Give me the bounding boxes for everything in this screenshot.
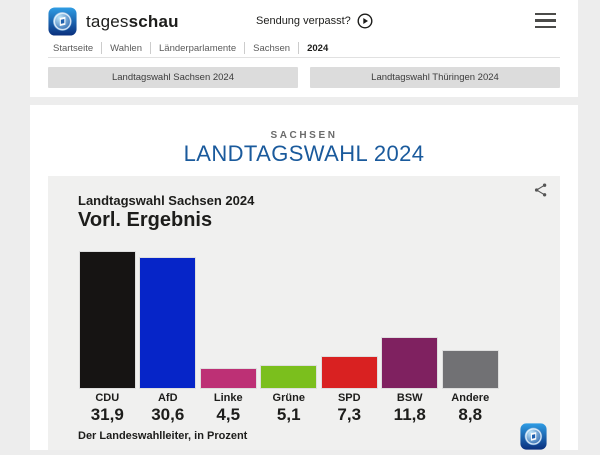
bar-zone <box>199 248 257 389</box>
bar-label-cdu: CDU <box>95 392 120 404</box>
bar-label-andere: Andere <box>451 392 490 404</box>
brand-bold: schau <box>128 12 179 31</box>
share-icon[interactable] <box>533 182 549 198</box>
bar-value-linke: 4,5 <box>216 405 241 424</box>
bar-value-cdu: 31,9 <box>90 405 124 424</box>
tagesschau-badge-icon <box>520 423 547 450</box>
bar-slot-spd: SPD 7,3 <box>319 248 380 423</box>
bar-value-grüne: 5,1 <box>276 405 301 424</box>
bar-slot-cdu: CDU 31,9 <box>77 248 138 423</box>
main-content: SACHSEN LANDTAGSWAHL 2024 Landtagswahl S… <box>30 105 578 450</box>
brand-regular: tages <box>86 12 129 31</box>
bar-zone <box>381 248 439 389</box>
breadcrumb-item-sachsen[interactable]: Sachsen <box>253 42 291 54</box>
breadcrumb-item-startseite[interactable]: Startseite <box>53 42 94 54</box>
bar-label-bsw: BSW <box>396 392 423 404</box>
button-landtagswahl-thueringen[interactable]: Landtagswahl Thüringen 2024 <box>310 67 560 88</box>
button-landtagswahl-sachsen[interactable]: Landtagswahl Sachsen 2024 <box>48 67 298 88</box>
bar-value-bsw: 11,8 <box>393 405 426 424</box>
bar-value-andere: 8,8 <box>458 405 483 424</box>
quick-links-bar: Landtagswahl Sachsen 2024 Landtagswahl T… <box>30 63 578 97</box>
tagesschau-logo-badge <box>520 423 547 450</box>
sendung-verpasst-label: Sendung verpasst? <box>256 15 351 27</box>
sendung-verpasst-link[interactable]: Sendung verpasst? <box>256 11 373 31</box>
chart-source: Der Landeswahlleiter, in Prozent <box>78 430 248 442</box>
bar-label-grüne: Grüne <box>272 392 305 404</box>
breadcrumb-item-2024[interactable]: 2024 <box>307 42 329 54</box>
bar-slot-andere: Andere 8,8 <box>440 248 501 423</box>
bar-label-afd: AfD <box>157 392 178 404</box>
bar-bsw <box>381 337 439 389</box>
bar-slot-linke: Linke 4,5 <box>198 248 259 423</box>
bar-value-afd: 30,6 <box>151 405 185 424</box>
breadcrumb-item-laenderparlamente[interactable]: Länderparlamente <box>159 42 237 54</box>
bar-slot-bsw: BSW 11,8 <box>380 248 441 423</box>
bar-spd <box>320 356 378 389</box>
breadcrumb: Startseite Wahlen Länderparlamente Sachs… <box>48 39 560 58</box>
bar-afd <box>139 257 197 389</box>
page-kicker: SACHSEN <box>270 130 338 141</box>
bar-slot-grüne: Grüne 5,1 <box>259 248 320 423</box>
breadcrumb-separator <box>298 42 300 54</box>
brand-wordmark[interactable]: tagesschau <box>86 12 179 32</box>
bar-zone <box>320 248 378 389</box>
bar-chart: CDU 31,9 AfD 30,6 Linke 4,5 Grüne 5,1 SPD 7,3 BSW 1… <box>77 248 501 423</box>
chart-subtitle: Vorl. Ergebnis <box>78 209 213 231</box>
play-circle-icon[interactable] <box>357 13 373 29</box>
bar-label-linke: Linke <box>213 392 243 404</box>
chart-panel: Landtagswahl Sachsen 2024 Vorl. Ergebnis… <box>48 176 560 450</box>
bar-linke <box>199 368 257 389</box>
breadcrumb-separator <box>150 42 151 54</box>
bar-andere <box>441 350 499 389</box>
bar-label-spd: SPD <box>337 392 361 404</box>
bar-zone <box>78 248 136 389</box>
bar-grüne <box>260 365 318 389</box>
bar-zone <box>139 248 197 389</box>
bar-value-spd: 7,3 <box>337 405 362 424</box>
hamburger-menu-icon[interactable] <box>535 13 556 28</box>
bar-zone <box>260 248 318 389</box>
tagesschau-logo[interactable] <box>48 7 77 36</box>
bar-slot-afd: AfD 30,6 <box>138 248 199 423</box>
site-header: tagesschau Sendung verpasst? Startseite … <box>30 0 578 63</box>
breadcrumb-separator <box>244 42 246 54</box>
chart-title: Landtagswahl Sachsen 2024 <box>78 193 255 208</box>
bar-zone <box>441 248 499 389</box>
tagesschau-logo-icon <box>48 7 77 36</box>
breadcrumb-separator <box>101 42 103 54</box>
page-title: LANDTAGSWAHL 2024 <box>183 141 425 166</box>
breadcrumb-item-wahlen[interactable]: Wahlen <box>110 42 142 54</box>
bar-cdu <box>78 251 136 389</box>
